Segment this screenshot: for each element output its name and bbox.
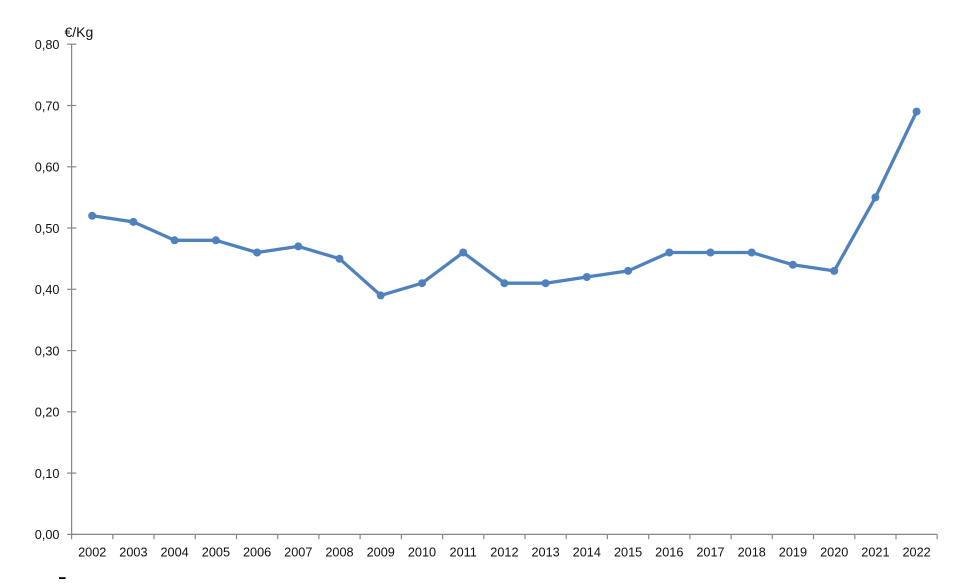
- svg-text:2010: 2010: [408, 546, 436, 560]
- svg-text:2003: 2003: [119, 546, 147, 560]
- svg-text:2009: 2009: [367, 546, 395, 560]
- svg-text:2015: 2015: [614, 546, 642, 560]
- svg-text:0,10: 0,10: [35, 467, 60, 481]
- svg-text:2022: 2022: [902, 546, 930, 560]
- svg-text:2020: 2020: [820, 546, 848, 560]
- svg-text:2002: 2002: [78, 546, 106, 560]
- svg-text:2008: 2008: [325, 546, 353, 560]
- svg-text:0,40: 0,40: [35, 283, 60, 297]
- svg-text:2018: 2018: [738, 546, 766, 560]
- svg-text:2011: 2011: [450, 546, 477, 560]
- svg-text:2012: 2012: [490, 546, 518, 560]
- svg-text:0,60: 0,60: [35, 161, 60, 175]
- svg-text:2006: 2006: [243, 546, 271, 560]
- svg-text:2005: 2005: [202, 546, 230, 560]
- svg-text:0,70: 0,70: [35, 99, 60, 113]
- svg-text:0,30: 0,30: [35, 344, 60, 358]
- svg-text:0,20: 0,20: [35, 406, 60, 420]
- svg-text:2013: 2013: [531, 546, 559, 560]
- svg-text:0,50: 0,50: [35, 222, 60, 236]
- svg-text:2019: 2019: [779, 546, 807, 560]
- svg-text:2021: 2021: [861, 546, 889, 560]
- svg-text:€/Kg: €/Kg: [65, 24, 94, 40]
- svg-text:2007: 2007: [284, 546, 312, 560]
- svg-text:2014: 2014: [573, 546, 601, 560]
- svg-text:0,80: 0,80: [35, 38, 60, 52]
- svg-text:2016: 2016: [655, 546, 683, 560]
- svg-text:2017: 2017: [696, 546, 724, 560]
- svg-text:0,00: 0,00: [35, 528, 60, 542]
- svg-text:2004: 2004: [160, 546, 188, 560]
